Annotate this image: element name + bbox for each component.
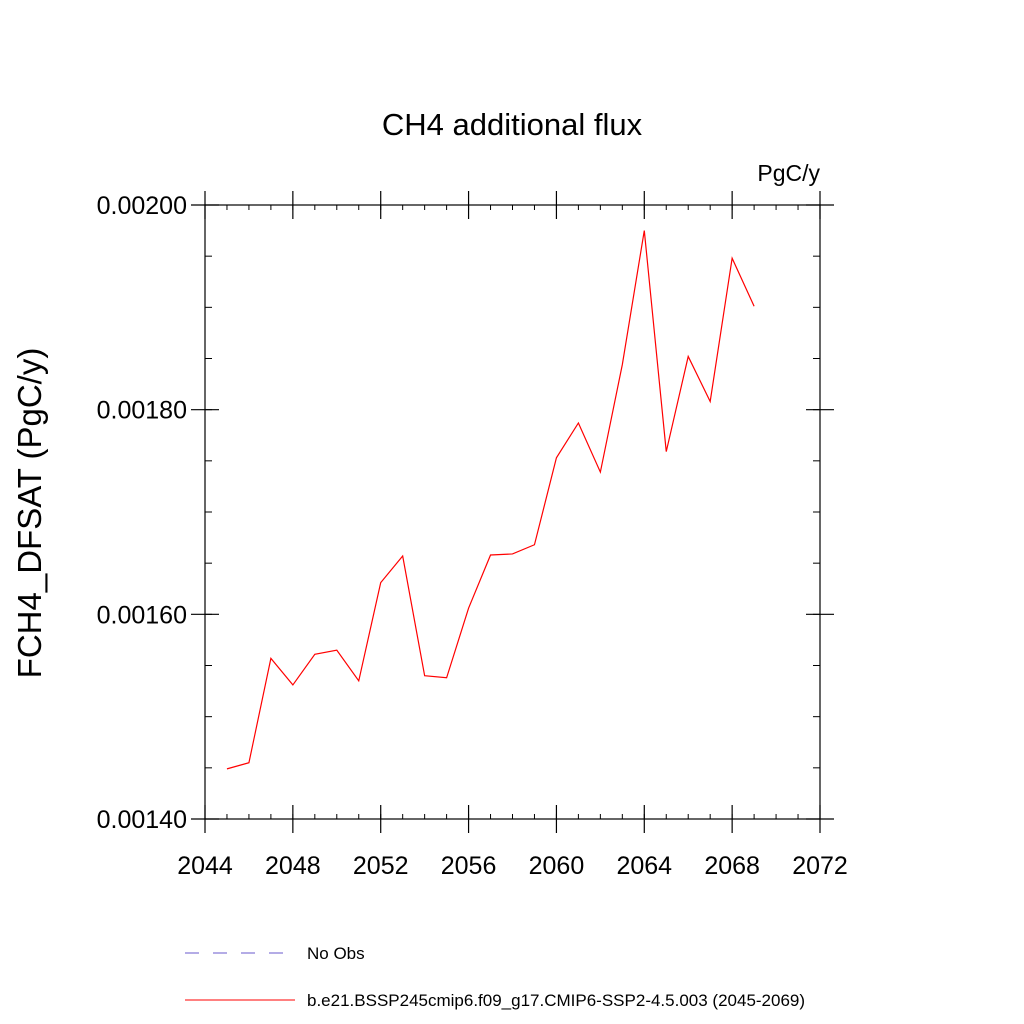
minor-ticks [204, 204, 821, 820]
data-point [269, 657, 272, 660]
x-tick-label: 2056 [441, 852, 497, 880]
plot-frame [204, 204, 821, 820]
data-point [401, 555, 404, 558]
y-tick-label: 0.00180 [97, 397, 187, 425]
legend-label: No Obs [307, 944, 365, 963]
data-point [225, 767, 228, 770]
chart-title: CH4 additional flux [382, 107, 643, 142]
data-point [665, 450, 668, 453]
data-point [445, 676, 448, 679]
y-tick-labels: 0.00140 0.00160 0.00180 0.00200 [97, 192, 187, 834]
data-point [291, 683, 294, 686]
y-tick-label: 0.00200 [97, 192, 187, 220]
x-tick-label: 2072 [792, 852, 848, 880]
data-point [423, 674, 426, 677]
x-tick-label: 2064 [616, 852, 672, 880]
series-group [225, 229, 756, 770]
units-label: PgC/y [757, 160, 820, 186]
data-point [379, 581, 382, 584]
data-point [489, 553, 492, 556]
y-axis-label: FCH4_DFSAT (PgC/y) [11, 348, 48, 679]
x-tick-label: 2044 [177, 852, 233, 880]
data-point [731, 257, 734, 260]
x-tick-label: 2052 [353, 852, 409, 880]
data-point [687, 355, 690, 358]
data-point [313, 653, 316, 656]
data-point [533, 543, 536, 546]
data-point [555, 456, 558, 459]
data-point [643, 229, 646, 232]
legend: No Obs b.e21.BSSP245cmip6.f09_g17.CMIP6-S… [185, 944, 805, 1010]
data-point [467, 607, 470, 610]
data-point [621, 363, 624, 366]
legend-label: b.e21.BSSP245cmip6.f09_g17.CMIP6-SSP2-4.… [307, 991, 805, 1010]
data-point [709, 400, 712, 403]
x-tick-label: 2068 [704, 852, 760, 880]
data-point [247, 761, 250, 764]
series-line [226, 230, 755, 770]
y-tick-label: 0.00160 [97, 601, 187, 629]
x-tick-label: 2060 [529, 852, 585, 880]
x-tick-labels: 2044 2048 2052 2056 2060 2064 2068 2072 [177, 852, 848, 880]
data-point [577, 421, 580, 424]
y-tick-label: 0.00140 [97, 806, 187, 834]
x-tick-label: 2048 [265, 852, 321, 880]
data-point [753, 305, 756, 308]
data-point [511, 552, 514, 555]
data-point [357, 679, 360, 682]
data-point [599, 471, 602, 474]
major-ticks [191, 191, 834, 833]
data-point [335, 649, 338, 652]
